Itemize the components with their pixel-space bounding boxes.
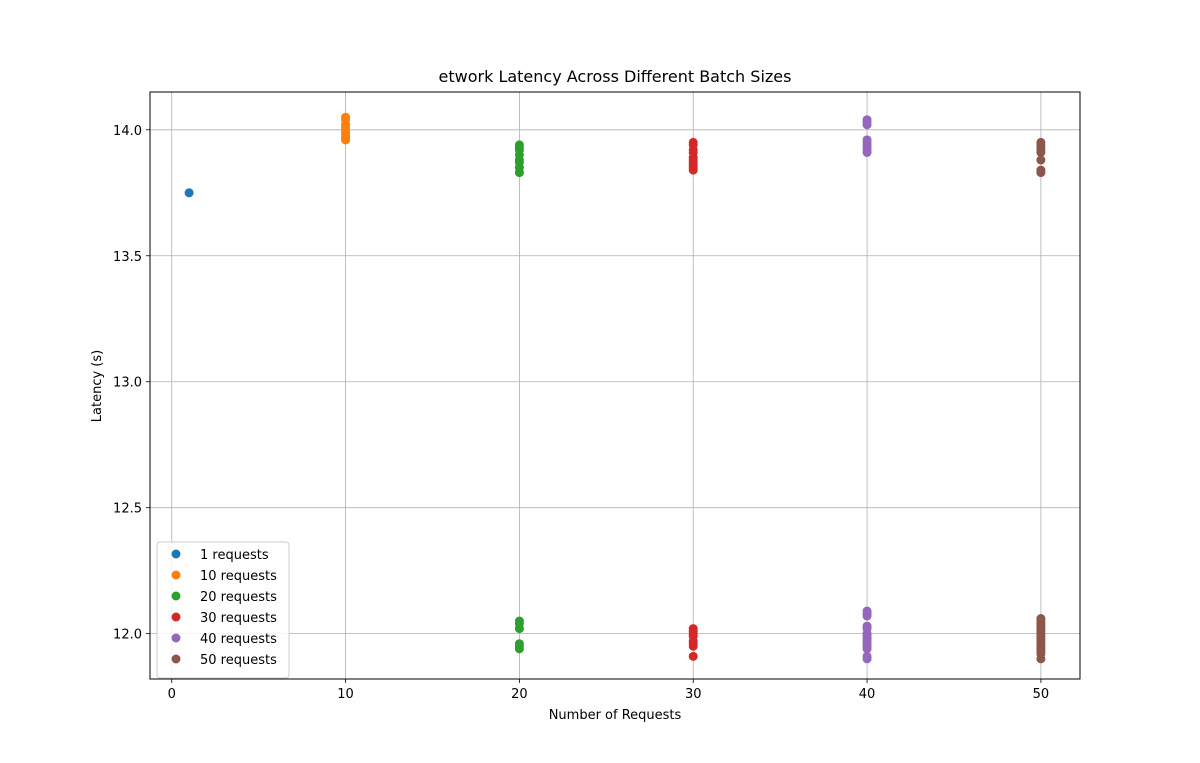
chart-title: etwork Latency Across Different Batch Si…: [439, 67, 792, 86]
data-point: [514, 644, 524, 654]
data-point: [514, 624, 524, 634]
x-tick-label: 20: [511, 687, 528, 702]
legend-marker: [171, 612, 181, 622]
y-tick-label: 14.0: [113, 124, 142, 139]
y-tick-label: 13.0: [113, 376, 142, 391]
legend: 1 requests 10 requests 20 requests 30 reque…: [156, 541, 290, 679]
legend-marker: [171, 654, 181, 664]
legend-marker: [171, 591, 181, 601]
legend-marker: [171, 570, 181, 580]
legend-label: 10 requests: [200, 569, 277, 584]
data-point: [688, 165, 698, 175]
x-tick-label: 50: [1033, 687, 1050, 702]
legend-label: 30 requests: [200, 611, 277, 626]
x-axis-label: Number of Requests: [549, 708, 682, 723]
data-point: [1036, 155, 1046, 165]
data-point: [862, 644, 872, 654]
data-point: [688, 651, 698, 661]
y-tick-label: 12.5: [113, 502, 142, 517]
y-tick-label: 13.5: [113, 250, 142, 265]
x-tick-label: 10: [337, 687, 354, 702]
ticks: 0 10 20 30 40 50 12.0 12.5 13.0 13.5 14.0: [113, 124, 1049, 702]
data-point: [1036, 654, 1046, 664]
data-point: [1036, 147, 1046, 157]
y-tick-label: 12.0: [113, 628, 142, 643]
x-tick-label: 30: [685, 687, 702, 702]
data-point: [862, 611, 872, 621]
x-tick-label: 0: [168, 687, 176, 702]
data-point: [341, 135, 351, 145]
data-point: [862, 654, 872, 664]
grid: [150, 92, 1080, 679]
data-point: [862, 147, 872, 157]
legend-box: [156, 541, 290, 679]
x-tick-label: 40: [859, 687, 876, 702]
data-point: [514, 168, 524, 178]
legend-label: 50 requests: [200, 653, 277, 668]
y-axis-label: Latency (s): [90, 350, 105, 422]
legend-label: 20 requests: [200, 590, 277, 605]
legend-marker: [171, 633, 181, 643]
data-point: [184, 188, 194, 198]
data-point: [862, 120, 872, 130]
data-points: [184, 112, 1046, 664]
legend-marker: [171, 549, 181, 559]
data-point: [1036, 168, 1046, 178]
legend-label: 40 requests: [200, 632, 277, 647]
axes-frame: [149, 91, 1081, 680]
data-point: [688, 641, 698, 651]
legend-label: 1 requests: [200, 548, 269, 563]
